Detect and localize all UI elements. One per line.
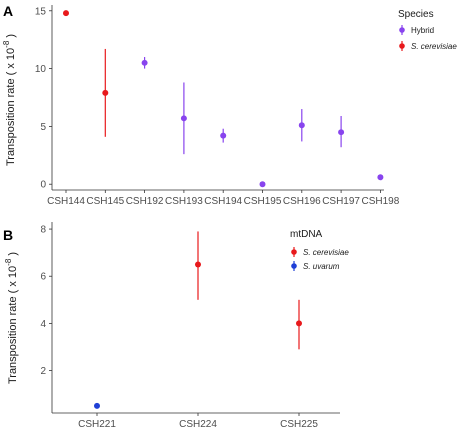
panel-a-data-point [63,10,69,17]
panel-a-data-point [220,132,227,139]
panel-b-legend-key-dot [291,263,297,269]
panel-a-data-point [298,122,305,129]
panel-a-x-tick-label: CSH144 [47,196,85,207]
panel-b-y-tick-label: 2 [40,366,46,377]
panel-a-x-tick-label: CSH197 [322,196,360,207]
panel-a-legend-key-dot [399,43,405,49]
panel-a-x-tick-label: CSH195 [244,196,282,207]
panel-b: B 2 4 6 8 CSH221 CSH224 CSH225 Transposition r… [3,222,349,429]
panel-a-legend-label: S. cerevisiae [411,42,457,51]
panel-b-letter: B [3,227,13,243]
panel-a-legend-label: Hybrid [411,26,434,35]
panel-b-y-tick-label: 8 [40,225,46,236]
panel-a-legend: Species Hybrid S. cerevisiae [398,9,457,51]
panel-a-legend-title: Species [398,9,434,20]
panel-a-data-point [377,174,384,181]
panel-b-legend-key-dot [291,249,297,255]
panel-b-data-point [296,320,302,327]
panel-b-x-tick-label: CSH221 [78,419,116,429]
panel-b-y-tick-label: 4 [40,319,46,330]
panel-a-legend-key-dot [399,27,405,33]
panel-a-x-tick-label: CSH198 [361,196,399,207]
panel-b-legend-label: S. cerevisiae [303,248,349,257]
panel-a-letter: A [3,3,13,19]
panel-a-data-point [102,89,109,96]
panel-a-y-tick-label: 5 [40,122,46,133]
panel-b-y-tick-label: 6 [40,272,46,283]
panel-b-x-tick-label: CSH225 [280,419,318,429]
panel-b-y-axis-title: Transposition rate ( x 10-8 ) [4,252,19,384]
panel-a-data-point [338,129,345,136]
panel-a-x-tick-label: CSH194 [204,196,242,207]
panel-a-y-tick-label: 15 [35,6,47,17]
panel-b-data-point [195,261,201,268]
panel-a-x-tick-label: CSH145 [86,196,124,207]
panel-b-x-tick-label: CSH224 [179,419,217,429]
panel-b-legend-title: mtDNA [290,229,323,240]
panel-a-data-point [180,115,187,122]
panel-b-legend: mtDNA S. cerevisiae S. uvarum [290,229,349,271]
panel-a-data-point [259,181,266,188]
panel-a-y-tick-label: 10 [35,64,47,75]
panel-a-y-tick-label: 0 [40,180,46,191]
panel-b-data-point [94,402,100,409]
panel-a-x-tick-label: CSH193 [165,196,203,207]
panel-a-x-tick-label: CSH192 [126,196,164,207]
panel-a-y-axis-title: Transposition rate ( x 10-8 ) [2,34,17,166]
panel-b-legend-label: S. uvarum [303,262,340,271]
panel-a-x-tick-label: CSH196 [283,196,321,207]
panel-a-data-point [141,59,148,66]
